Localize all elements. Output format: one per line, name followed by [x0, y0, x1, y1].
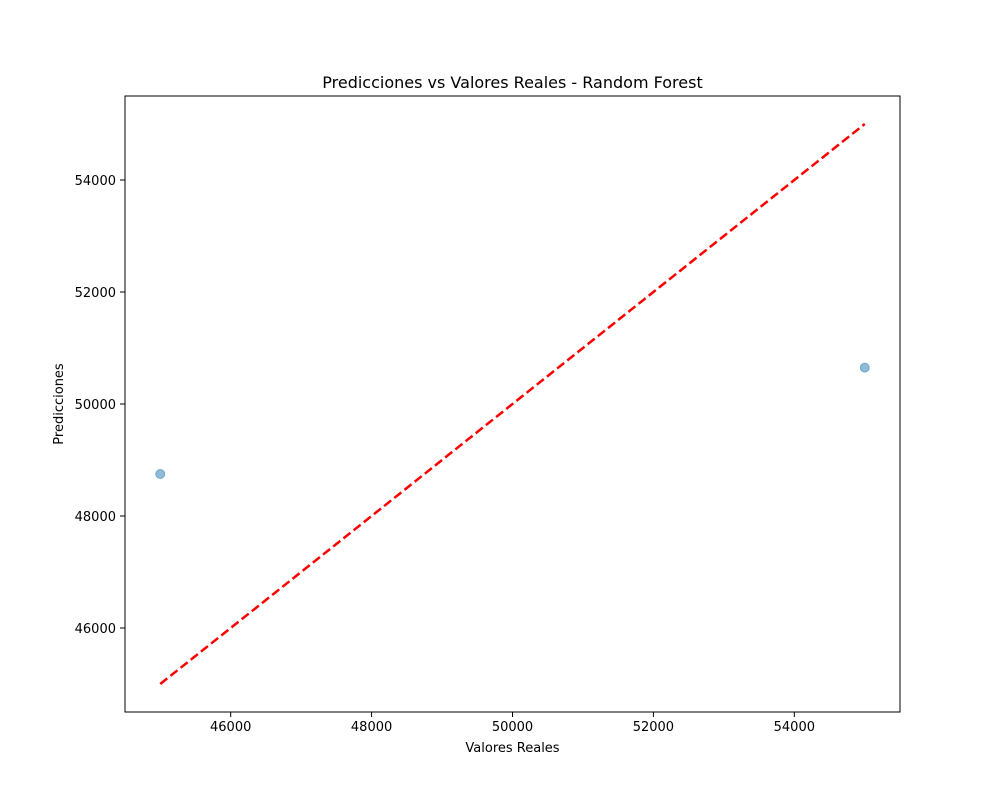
x-tick-label: 46000 [210, 720, 251, 735]
x-tick-label: 48000 [351, 720, 392, 735]
x-tick-label: 52000 [633, 720, 674, 735]
y-tick-label: 48000 [75, 510, 116, 525]
x-tick-label: 54000 [774, 720, 815, 735]
plot-area [155, 123, 870, 685]
y-tick-label: 54000 [75, 174, 116, 189]
chart-title: Predicciones vs Valores Reales - Random … [322, 73, 702, 92]
reference-line [159, 123, 866, 685]
y-tick-label: 46000 [75, 622, 116, 637]
y-tick-label: 50000 [75, 398, 116, 413]
y-axis: 46000 48000 50000 52000 54000 [75, 174, 125, 637]
x-axis-label: Valores Reales [465, 741, 559, 756]
scatter-point-1 [155, 469, 166, 479]
x-axis: 46000 48000 50000 52000 54000 [210, 712, 815, 735]
x-tick-label: 50000 [492, 720, 533, 735]
y-tick-label: 52000 [75, 286, 116, 301]
y-axis-label: Predicciones [52, 363, 67, 445]
scatter-point-2 [859, 362, 870, 373]
